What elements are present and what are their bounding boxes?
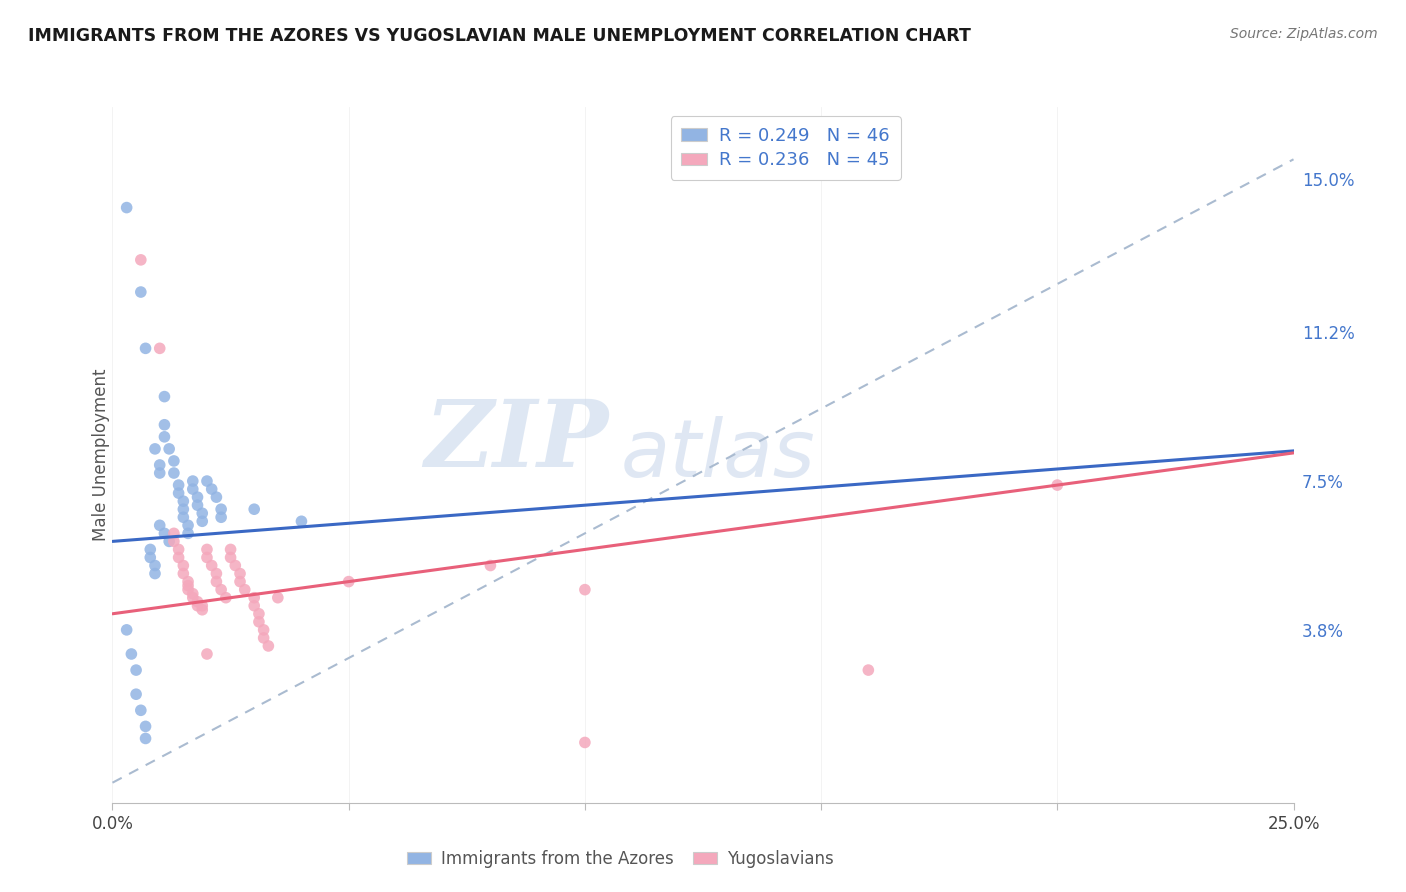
Point (181, 587, 204, 601)
Point (135, 342, 157, 356)
Point (125, 663, 148, 677)
Point (139, 550, 162, 565)
Point (143, 558, 166, 573)
Point (191, 506, 214, 520)
Point (177, 579, 200, 593)
Point (1046, 478, 1069, 492)
Point (243, 599, 266, 613)
Point (195, 647, 218, 661)
Point (253, 623, 276, 637)
Point (157, 442, 180, 456)
Point (247, 615, 270, 629)
Point (172, 510, 194, 524)
Point (149, 466, 172, 480)
Text: atlas: atlas (620, 416, 815, 494)
Point (177, 526, 200, 541)
Point (129, 703, 152, 717)
Point (243, 502, 266, 516)
Point (135, 731, 157, 746)
Point (172, 502, 194, 516)
Text: IMMIGRANTS FROM THE AZORES VS YUGOSLAVIAN MALE UNEMPLOYMENT CORRELATION CHART: IMMIGRANTS FROM THE AZORES VS YUGOSLAVIA… (28, 27, 972, 45)
Point (163, 454, 186, 468)
Point (209, 502, 232, 516)
Point (267, 591, 290, 605)
Point (186, 490, 208, 504)
Point (153, 526, 176, 541)
Point (167, 550, 190, 565)
Point (224, 558, 246, 573)
Point (247, 607, 270, 621)
Point (195, 474, 218, 488)
Point (186, 498, 208, 512)
Point (125, 687, 148, 701)
Point (205, 490, 228, 504)
Point (205, 574, 228, 589)
Text: ZIP: ZIP (425, 396, 609, 486)
Point (163, 526, 186, 541)
Point (195, 550, 218, 565)
Point (574, 582, 596, 597)
Point (149, 342, 172, 356)
Point (181, 482, 204, 496)
Point (172, 566, 194, 581)
Y-axis label: Male Unemployment: Male Unemployment (93, 368, 110, 541)
Point (181, 474, 204, 488)
Point (153, 430, 176, 444)
Point (172, 558, 194, 573)
Point (290, 514, 312, 528)
Point (209, 582, 232, 597)
Point (191, 514, 214, 528)
Point (191, 603, 214, 617)
Point (229, 566, 252, 581)
Point (253, 631, 276, 645)
Point (172, 494, 194, 508)
Point (201, 482, 224, 496)
Point (186, 599, 208, 613)
Point (149, 518, 172, 533)
Point (215, 591, 238, 605)
Point (177, 582, 200, 597)
Point (115, 623, 138, 637)
Point (120, 647, 142, 661)
Point (153, 417, 176, 432)
Point (129, 252, 152, 267)
Point (163, 534, 186, 549)
Point (167, 486, 190, 500)
Point (167, 478, 190, 492)
Point (574, 735, 596, 749)
Point (219, 550, 242, 565)
Text: Source: ZipAtlas.com: Source: ZipAtlas.com (1230, 27, 1378, 41)
Point (143, 442, 166, 456)
Point (149, 458, 172, 472)
Point (257, 639, 280, 653)
Point (219, 542, 242, 557)
Point (479, 558, 502, 573)
Point (186, 595, 208, 609)
Point (191, 599, 214, 613)
Point (177, 574, 200, 589)
Point (163, 466, 186, 480)
Point (205, 566, 228, 581)
Point (181, 591, 204, 605)
Point (177, 518, 200, 533)
Point (209, 510, 232, 524)
Point (233, 582, 256, 597)
Point (139, 542, 162, 557)
Point (243, 591, 266, 605)
Point (129, 285, 152, 299)
Point (195, 542, 218, 557)
Point (143, 566, 166, 581)
Point (115, 201, 138, 215)
Point (337, 574, 360, 589)
Point (858, 663, 880, 677)
Legend: Immigrants from the Azores, Yugoslavians: Immigrants from the Azores, Yugoslavians (401, 843, 839, 874)
Point (157, 534, 180, 549)
Point (167, 542, 190, 557)
Point (153, 390, 176, 404)
Point (135, 719, 157, 733)
Point (201, 558, 224, 573)
Point (229, 574, 252, 589)
